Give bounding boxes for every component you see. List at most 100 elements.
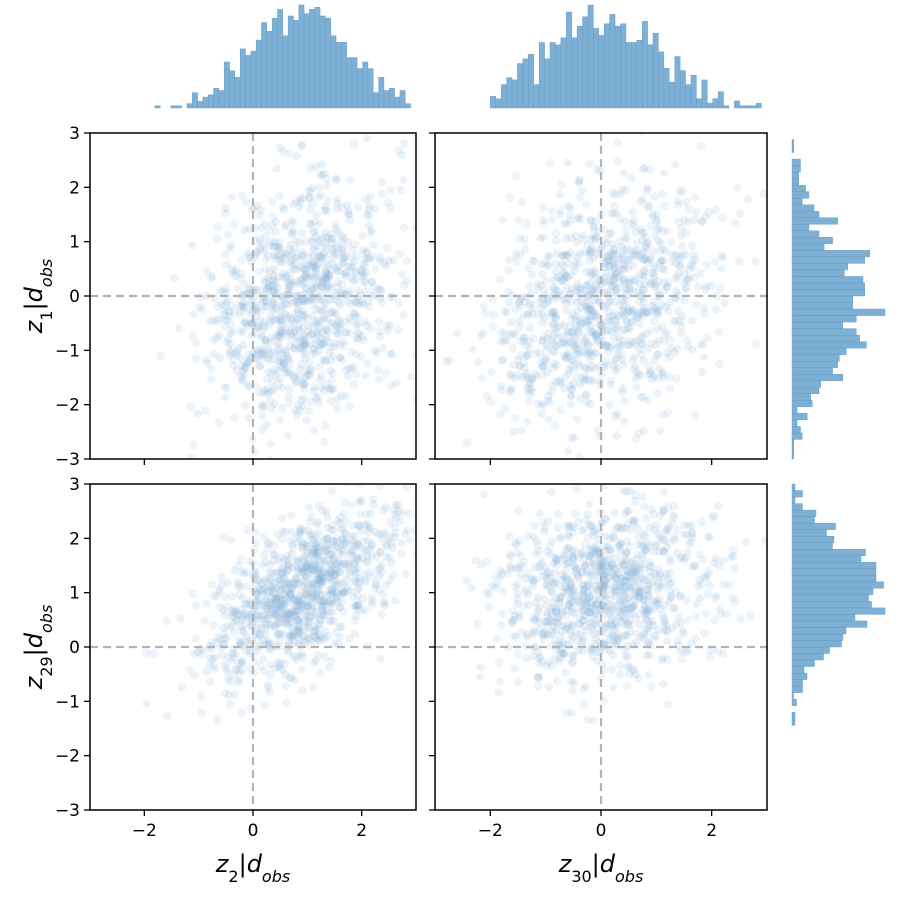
scatter-point [548, 381, 558, 391]
scatter-point [600, 601, 610, 611]
scatter-point [585, 159, 594, 168]
scatter-point [556, 532, 565, 542]
scatter-point [311, 626, 320, 635]
scatter-point [189, 309, 198, 319]
scatter-point [552, 625, 561, 634]
scatter-panels [90, 133, 767, 810]
scatter-point [633, 550, 642, 559]
scatter-point [671, 587, 680, 596]
scatter-point [631, 670, 640, 679]
scatter-point [613, 364, 622, 373]
scatter-point [652, 224, 662, 234]
scatter-point [316, 341, 325, 350]
scatter-point [540, 313, 550, 322]
scatter-point [291, 339, 300, 349]
scatter-point [315, 234, 324, 244]
hist-bar [506, 77, 513, 109]
scatter-point [665, 384, 675, 393]
scatter-point [558, 638, 568, 647]
scatter-point [312, 162, 321, 172]
scatter-point [270, 237, 279, 247]
scatter-point [308, 683, 317, 692]
scatter-point [587, 548, 596, 557]
scatter-point [333, 244, 342, 253]
scatter-point [591, 330, 600, 340]
scatter-point [570, 433, 579, 443]
scatter-point [634, 428, 643, 438]
scatter-point [596, 579, 605, 588]
scatter-point [589, 254, 599, 263]
scatter-point [651, 542, 660, 551]
scatter-point [244, 350, 254, 359]
scatter-point [570, 509, 580, 519]
scatter-point [576, 550, 585, 559]
scatter-point [539, 361, 548, 371]
x-tick-label: −2 [478, 821, 503, 841]
scatter-point [538, 215, 547, 225]
scatter-point [573, 340, 583, 349]
scatter-point [297, 564, 306, 573]
scatter-point [345, 634, 354, 643]
scatter-point [586, 268, 595, 277]
scatter-point [615, 300, 625, 310]
scatter-point [574, 517, 583, 527]
scatter-point [630, 276, 639, 286]
scatter-point [335, 579, 344, 588]
scatter-point [334, 317, 344, 327]
scatter-point [237, 666, 246, 675]
scatter-point [646, 279, 655, 289]
hist-bar [791, 516, 815, 524]
scatter-point [605, 533, 615, 543]
scatter-point [515, 362, 525, 371]
scatter-point [691, 612, 700, 621]
scatter-point [285, 368, 294, 377]
scatter-point [273, 630, 282, 639]
scatter-point [294, 651, 303, 660]
scatter-point [658, 680, 668, 689]
scatter-point [276, 585, 286, 595]
scatter-point [269, 550, 279, 560]
scatter-point [610, 639, 619, 649]
scatter-point [524, 309, 533, 318]
scatter-point [597, 322, 606, 332]
scatter-point [638, 573, 647, 582]
scatter-point [225, 244, 234, 253]
scatter-point [593, 547, 602, 556]
scatter-point [479, 302, 488, 311]
scatter-point [382, 262, 391, 271]
scatter-point [231, 665, 240, 674]
scatter-point [697, 217, 706, 226]
scatter-point [332, 542, 341, 551]
scatter-point [196, 650, 205, 660]
scatter-point [699, 339, 708, 349]
scatter-point [188, 332, 197, 341]
scatter-point [646, 558, 655, 567]
scatter-point [301, 340, 310, 349]
scatter-point [523, 531, 533, 541]
scatter-point [618, 387, 627, 397]
scatter-point [293, 579, 303, 589]
y-tick-label: −1 [55, 692, 80, 712]
scatter-point [612, 431, 622, 440]
hist-bar [587, 4, 594, 109]
scatter-point [322, 568, 331, 577]
scatter-point [364, 221, 373, 230]
scatter-point [243, 249, 252, 258]
scatter-point [386, 517, 395, 526]
scatter-point [295, 238, 304, 247]
scatter-point [670, 604, 679, 613]
scatter-point [644, 582, 653, 591]
scatter-point [227, 656, 236, 665]
scatter-point [286, 581, 295, 590]
hist-bar [791, 542, 833, 550]
scatter-point [284, 384, 294, 393]
scatter-point [318, 275, 328, 284]
scatter-point [315, 258, 324, 267]
scatter-point [281, 579, 290, 589]
hist-bar [791, 276, 864, 284]
scatter-point [617, 588, 626, 597]
scatter-point [262, 615, 271, 624]
scatter-point [639, 427, 648, 436]
scatter-point [569, 379, 578, 388]
scatter-point [277, 603, 286, 612]
